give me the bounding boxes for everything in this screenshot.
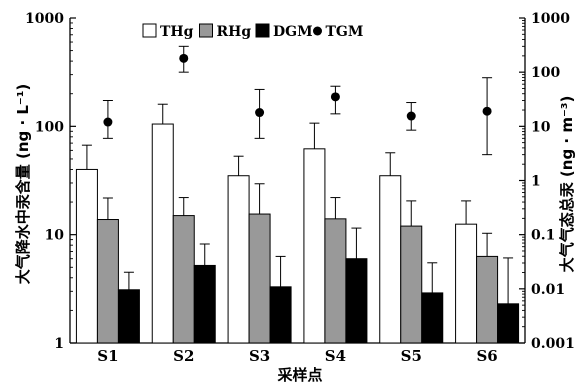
legend-swatch-rhg bbox=[199, 23, 213, 38]
right-tick-label: 10 bbox=[531, 119, 551, 135]
bar-thg bbox=[379, 175, 402, 344]
point-tgm bbox=[103, 117, 113, 127]
category-label: S3 bbox=[249, 347, 270, 365]
point-tgm bbox=[406, 111, 416, 121]
left-tick-label: 10 bbox=[45, 228, 65, 244]
bar-rhg bbox=[248, 213, 271, 344]
category-label: S5 bbox=[401, 347, 422, 365]
bar-marks bbox=[75, 103, 520, 344]
category-label: S2 bbox=[173, 347, 194, 365]
legend: THg RHg DGM TGM bbox=[142, 23, 364, 40]
legend-label-tgm: TGM bbox=[326, 24, 364, 40]
bar-dgm bbox=[497, 303, 520, 344]
x-axis-title: 采样点 bbox=[276, 366, 322, 383]
point-tgm bbox=[330, 92, 340, 102]
bar-dgm bbox=[193, 264, 216, 344]
left-tick-label: 1 bbox=[54, 336, 64, 352]
point-tgm bbox=[179, 53, 189, 63]
category-label: S1 bbox=[97, 347, 118, 365]
bar-thg bbox=[227, 175, 250, 344]
bar-rhg bbox=[400, 225, 423, 344]
point-tgm bbox=[482, 106, 492, 116]
category-label: S4 bbox=[325, 347, 346, 365]
bar-thg bbox=[303, 148, 326, 344]
bar-thg bbox=[75, 168, 98, 344]
right-tick-label: 100 bbox=[531, 65, 560, 81]
bar-dgm bbox=[345, 258, 368, 344]
tgm-marks bbox=[102, 45, 493, 156]
axis-ticks: 1 10 100 1000 0.001 0.01 0.1 1 10 100 1000 S1 S2 S3 S4… bbox=[25, 11, 575, 365]
left-tick-label: 100 bbox=[35, 119, 64, 135]
bar-dgm bbox=[117, 289, 140, 344]
bar-rhg bbox=[96, 219, 119, 344]
y-axis-title-right: 大气气态总汞 (ng · m⁻³) bbox=[558, 96, 576, 273]
y-axis-title-left: 大气降水中汞含量 (ng · L⁻¹) bbox=[14, 84, 32, 285]
right-tick-label: 1000 bbox=[531, 11, 570, 27]
legend-swatch-thg bbox=[142, 23, 157, 38]
right-tick-label: 0.1 bbox=[531, 228, 555, 244]
point-tgm bbox=[255, 108, 265, 118]
bar-rhg bbox=[476, 255, 499, 344]
bar-thg bbox=[151, 123, 174, 344]
bar-rhg bbox=[324, 218, 347, 344]
legend-swatch-dgm bbox=[255, 23, 270, 38]
bar-rhg bbox=[172, 215, 195, 344]
legend-label-thg: THg bbox=[160, 24, 194, 40]
bar-dgm bbox=[269, 286, 292, 344]
bar-thg bbox=[455, 223, 478, 344]
legend-label-rhg: RHg bbox=[217, 24, 252, 40]
category-label: S6 bbox=[476, 347, 497, 365]
left-tick-label: 1000 bbox=[25, 11, 64, 27]
right-tick-label: 0.01 bbox=[531, 282, 565, 298]
bar-dgm bbox=[421, 292, 444, 344]
right-tick-label: 0.001 bbox=[531, 336, 575, 352]
legend-label-dgm: DGM bbox=[273, 24, 313, 40]
legend-swatch-tgm bbox=[313, 26, 322, 36]
right-tick-label: 1 bbox=[531, 174, 541, 190]
